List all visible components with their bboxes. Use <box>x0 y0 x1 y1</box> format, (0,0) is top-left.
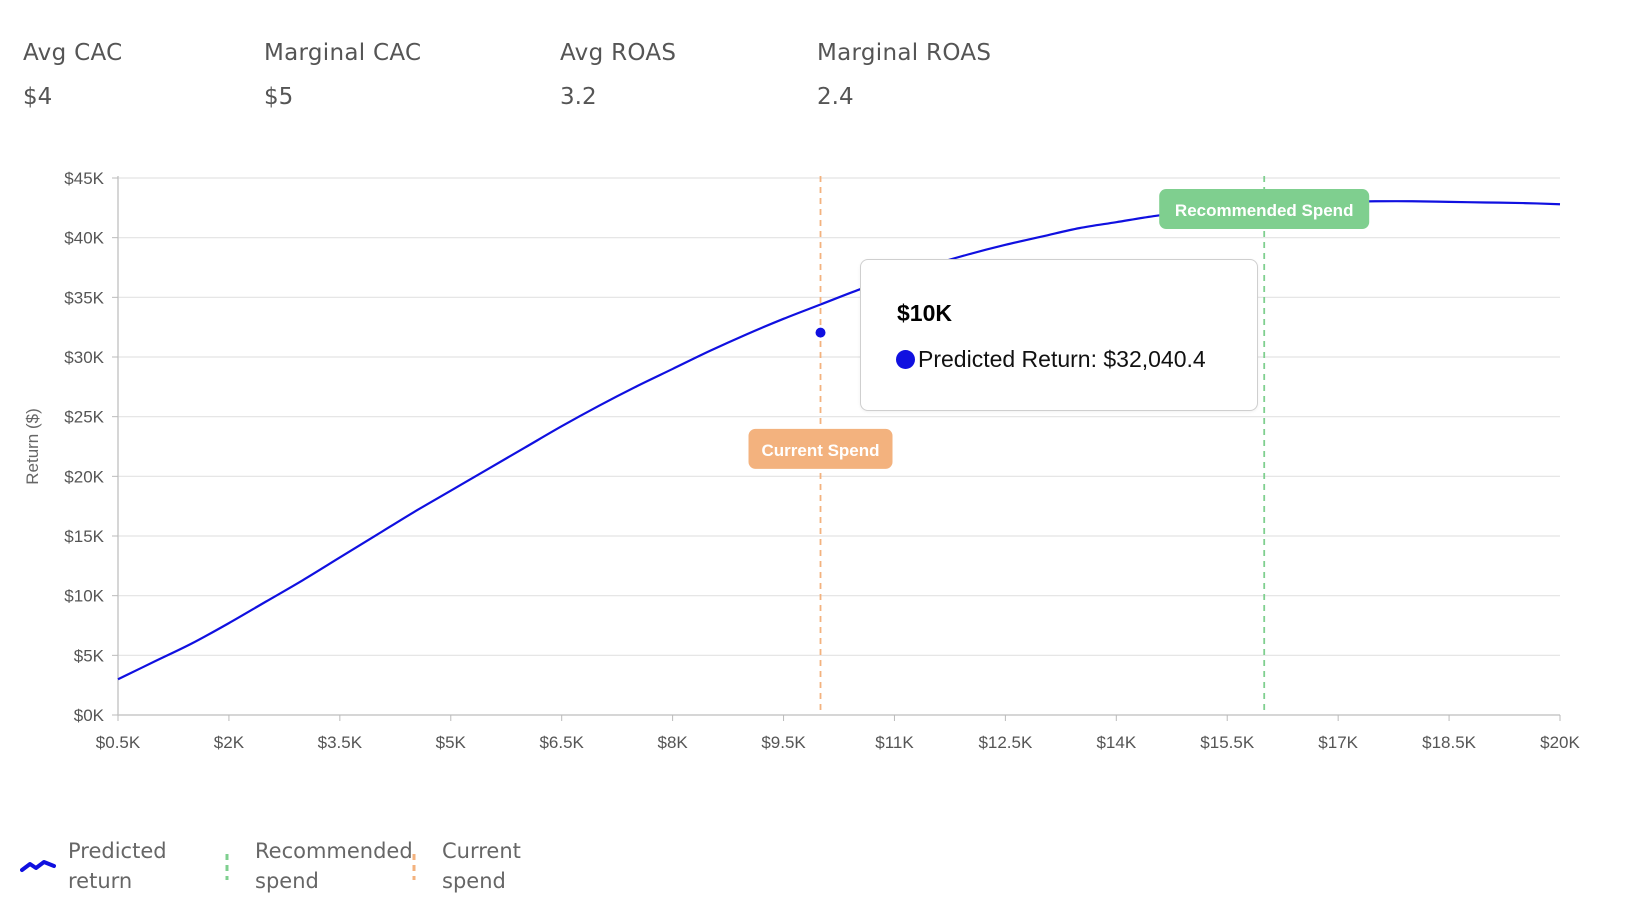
x-tick-label: $0.5K <box>96 733 141 752</box>
y-tick-label: $40K <box>64 229 104 248</box>
tooltip-title: $10K <box>897 300 952 326</box>
return-curve-chart[interactable]: $0K $5K $10K $15K $20K $25K $30K $35K $40K $45K $… <box>0 0 1640 800</box>
metric-value: 3.2 <box>560 84 597 110</box>
x-tick-label: $15.5K <box>1200 733 1255 752</box>
reference-badge <box>1159 189 1370 230</box>
axes <box>117 176 1560 716</box>
metric-value: $4 <box>23 84 53 110</box>
legend-item-predicted-return[interactable]: Predicted return <box>20 836 208 896</box>
legend-label: Predicted return <box>68 839 167 893</box>
legend-item-recommended-spend[interactable]: Recommended spend <box>207 836 413 896</box>
tooltip-row: Predicted Return: $32,040.4 <box>896 346 1206 373</box>
metric-avg-roas: Avg ROAS 3.2 <box>560 40 676 110</box>
y-tick-label: $15K <box>64 527 104 546</box>
reference-badge <box>748 428 893 469</box>
x-tick-label: $5K <box>436 733 467 752</box>
legend-label: Recommended spend <box>255 839 413 893</box>
x-axis-ticks: $0.5K $2K $3.5K $5K $6.5K $8K $9.5K $11K $12.5K $… <box>96 715 1581 752</box>
legend-label: Current spend <box>442 839 521 893</box>
metric-label: Marginal CAC <box>264 40 422 66</box>
metric-marginal-roas: Marginal ROAS 2.4 <box>817 40 991 110</box>
x-tick-label: $12.5K <box>978 733 1033 752</box>
x-tick-label: $14K <box>1096 733 1136 752</box>
legend-item-current-spend[interactable]: Current spend <box>394 836 582 896</box>
y-tick-label: $0K <box>74 706 105 725</box>
line-icon <box>20 860 56 872</box>
x-tick-label: $2K <box>214 733 245 752</box>
x-tick-label: $8K <box>657 733 688 752</box>
x-tick-label: $3.5K <box>318 733 363 752</box>
metric-marginal-cac: Marginal CAC $5 <box>264 40 421 110</box>
tooltip-value: Predicted Return: $32,040.4 <box>918 346 1206 372</box>
dashed-line-icon <box>225 854 229 880</box>
reference-badge-label: Recommended Spend <box>1175 201 1354 220</box>
x-tick-label: $20K <box>1540 733 1580 752</box>
tooltip: $10K Predicted Return: $32,040.4 <box>860 259 1258 411</box>
metric-value: $5 <box>264 84 294 110</box>
x-tick-label: $17K <box>1318 733 1358 752</box>
y-tick-label: $25K <box>64 408 104 427</box>
y-tick-label: $45K <box>64 169 104 188</box>
y-axis-label: Return ($) <box>23 408 42 485</box>
reference-badges: Current Spend Recommended Spend <box>748 189 1370 469</box>
series-dot-icon <box>896 350 915 369</box>
y-tick-label: $20K <box>64 467 104 486</box>
grid <box>118 177 1560 656</box>
x-tick-label: $9.5K <box>761 733 806 752</box>
y-tick-label: $35K <box>64 288 104 307</box>
y-tick-label: $5K <box>74 646 105 665</box>
metric-label: Marginal ROAS <box>817 40 992 66</box>
y-tick-label: $10K <box>64 587 104 606</box>
metric-label: Avg CAC <box>23 40 123 66</box>
metric-avg-cac: Avg CAC $4 <box>23 40 122 110</box>
y-axis-ticks: $0K $5K $10K $15K $20K $25K $30K $35K $40K $45K <box>64 169 118 725</box>
metrics-row: Avg CAC $4 Marginal CAC $5 Avg ROAS 3.2 … <box>0 40 1100 130</box>
metric-value: 2.4 <box>817 84 854 110</box>
x-tick-label: $11K <box>875 733 914 752</box>
highlight-point[interactable] <box>814 326 827 339</box>
y-tick-label: $30K <box>64 348 104 367</box>
metric-label: Avg ROAS <box>560 40 677 66</box>
dashed-line-icon <box>412 854 416 880</box>
x-tick-label: $6.5K <box>539 733 584 752</box>
reference-badge-label: Current Spend <box>761 441 879 460</box>
x-tick-label: $18.5K <box>1422 733 1477 752</box>
